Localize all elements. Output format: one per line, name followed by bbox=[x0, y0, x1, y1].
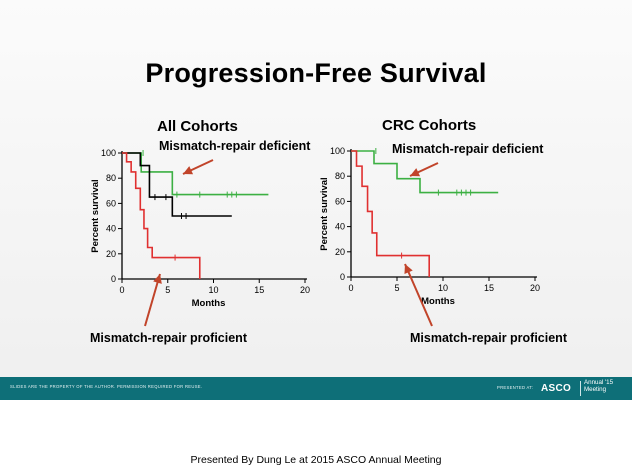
presented-at-label: PRESENTED AT: bbox=[497, 385, 534, 390]
chart-title-crc-cohorts: CRC Cohorts bbox=[382, 117, 477, 134]
arrow-deficient-all-head bbox=[183, 166, 194, 175]
crc-x-tick-label: 15 bbox=[484, 283, 494, 293]
slide-title: Progression-Free Survival bbox=[145, 58, 487, 88]
footer-band: SLIDES ARE THE PROPERTY OF THE AUTHOR. P… bbox=[0, 377, 632, 400]
crc-y-tick-label: 20 bbox=[335, 247, 345, 257]
crc-series-line-1 bbox=[351, 150, 431, 277]
arrow-proficient-all bbox=[144, 273, 161, 327]
presenter-caption: Presented By Dung Le at 2015 ASCO Annual… bbox=[190, 454, 442, 466]
all-y-axis-label: Percent survival bbox=[90, 179, 101, 252]
all-series-line-1 bbox=[122, 152, 232, 217]
arrow-deficient-crc-head bbox=[410, 168, 421, 177]
crc-y-tick-label: 80 bbox=[335, 171, 345, 181]
crc-x-tick-label: 5 bbox=[394, 283, 399, 293]
all-y-tick-label: 60 bbox=[106, 198, 116, 208]
copyright-notice: SLIDES ARE THE PROPERTY OF THE AUTHOR. P… bbox=[10, 384, 203, 389]
all-series-line-2 bbox=[122, 152, 201, 279]
all-x-tick-label: 5 bbox=[165, 285, 170, 295]
crc-y-tick-label: 40 bbox=[335, 222, 345, 232]
all-series-line-0 bbox=[122, 152, 269, 196]
crc-y-tick-label: 60 bbox=[335, 196, 345, 206]
logo-divider bbox=[580, 381, 581, 396]
crc-series-line-0 bbox=[351, 150, 499, 194]
callout-proficient-crc: Mismatch-repair proficient bbox=[410, 331, 567, 345]
crc-x-tick-label: 0 bbox=[348, 283, 353, 293]
crc-x-tick-label: 10 bbox=[438, 283, 448, 293]
crc-y-tick-label: 0 bbox=[340, 272, 345, 282]
all-x-tick-label: 15 bbox=[254, 285, 264, 295]
all-y-tick-label: 100 bbox=[101, 148, 116, 158]
arrow-proficient-crc-head bbox=[404, 264, 413, 275]
annual-meeting-label: Annual '15 Meeting bbox=[584, 379, 613, 393]
all-y-tick-label: 80 bbox=[106, 173, 116, 183]
arrow-proficient-all-head bbox=[153, 274, 162, 284]
callout-deficient-all: Mismatch-repair deficient bbox=[159, 139, 311, 153]
crc-y-axis-label: Percent survival bbox=[319, 177, 330, 250]
chart-title-all-cohorts: All Cohorts bbox=[157, 118, 238, 135]
crc-x-tick-label: 20 bbox=[530, 283, 540, 293]
annual-meeting-line1: Annual '15 bbox=[584, 379, 614, 386]
asco-logo: ASCO bbox=[541, 383, 572, 394]
callout-deficient-crc: Mismatch-repair deficient bbox=[392, 142, 544, 156]
arrow-proficient-crc bbox=[404, 263, 433, 327]
crc-x-axis-label: Months bbox=[421, 296, 455, 307]
annual-meeting-line2: Meeting bbox=[584, 386, 607, 393]
callout-proficient-all: Mismatch-repair proficient bbox=[90, 331, 247, 345]
all-x-tick-label: 20 bbox=[300, 285, 310, 295]
all-y-tick-label: 40 bbox=[106, 224, 116, 234]
all-y-tick-label: 20 bbox=[106, 249, 116, 259]
all-x-axis-label: Months bbox=[192, 298, 226, 309]
all-x-tick-label: 10 bbox=[208, 285, 218, 295]
slide: Progression-Free Survival All Cohorts CR… bbox=[0, 0, 632, 400]
crc-y-tick-label: 100 bbox=[330, 146, 345, 156]
all-y-tick-label: 0 bbox=[111, 274, 116, 284]
all-x-tick-label: 0 bbox=[119, 285, 124, 295]
